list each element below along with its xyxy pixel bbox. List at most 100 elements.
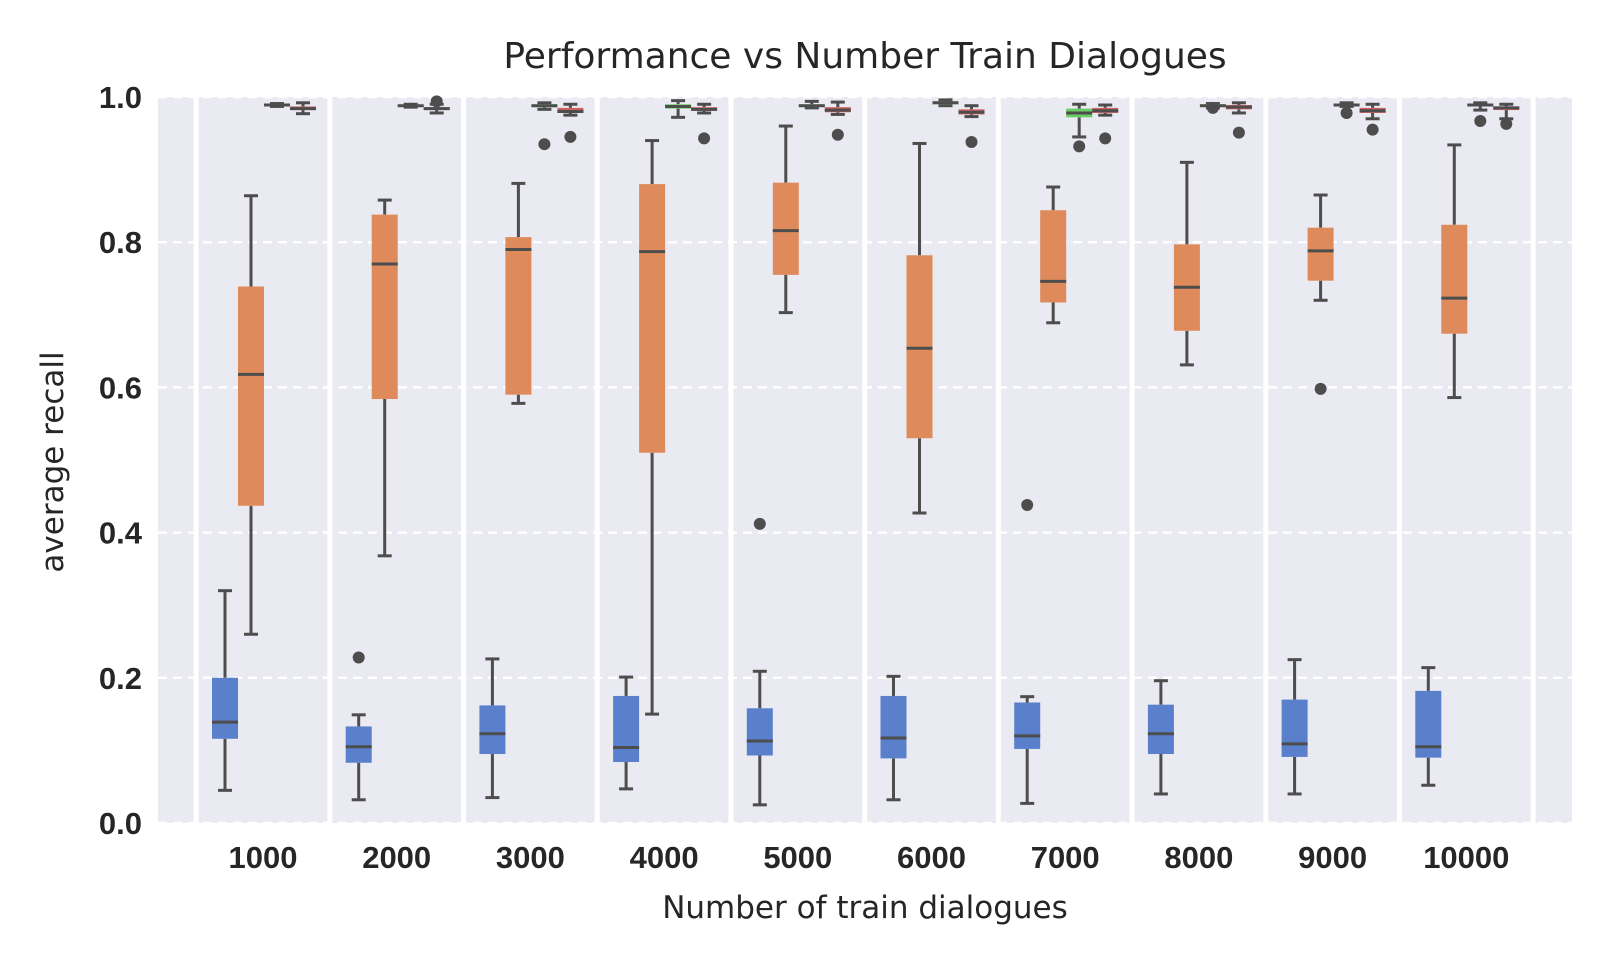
outlier-point [1500, 117, 1513, 130]
x-tick-label: 8000 [1164, 840, 1233, 875]
outlier-point [1021, 499, 1034, 512]
box-series-1 [1147, 679, 1174, 796]
box-group-6000 [880, 98, 985, 802]
outlier-point [1232, 126, 1245, 139]
y-axis-label: average recall [35, 351, 71, 572]
y-tick-label: 0.4 [99, 516, 143, 551]
outlier-point [698, 132, 711, 145]
box-iqr [746, 708, 773, 756]
box-series-3 [1333, 101, 1360, 119]
y-tick-label: 0.8 [99, 225, 142, 260]
box-group-7000 [1014, 102, 1119, 805]
outlier-point [1366, 123, 1379, 136]
box-series-2 [1441, 143, 1468, 400]
x-tick-label: 7000 [1031, 840, 1100, 875]
outlier-point [753, 517, 766, 530]
box-iqr [371, 214, 398, 400]
outlier-point [564, 130, 577, 143]
box-iqr [1147, 704, 1174, 755]
box-group-8000 [1147, 101, 1252, 796]
box-series-2 [1307, 193, 1334, 395]
outlier-point [1314, 382, 1327, 395]
box-iqr [1441, 224, 1468, 334]
x-tick-label: 10000 [1423, 840, 1509, 875]
box-series-1 [345, 651, 372, 802]
box-series-2 [1040, 185, 1067, 325]
outlier-point [1206, 101, 1219, 114]
outlier-point [1474, 114, 1487, 127]
box-series-2 [1173, 160, 1200, 367]
x-tick-label: 1000 [229, 840, 298, 875]
box-series-4 [557, 102, 584, 143]
box-series-1 [1014, 499, 1041, 805]
box-series-3 [397, 102, 424, 109]
box-series-2 [906, 141, 933, 515]
box-series-2 [772, 124, 799, 315]
x-tick-label: 2000 [362, 840, 431, 875]
box-series-3 [1199, 101, 1226, 114]
box-group-4000 [613, 99, 718, 791]
outlier-point [831, 128, 844, 141]
box-series-4 [1493, 102, 1520, 130]
outlier-point [1340, 106, 1353, 119]
box-series-4 [423, 95, 450, 115]
box-series-2 [505, 181, 532, 405]
box-iqr [505, 237, 532, 395]
box-iqr [880, 695, 907, 759]
box-series-3 [1066, 102, 1093, 153]
box-series-3 [665, 99, 692, 119]
box-iqr [772, 182, 799, 275]
x-tick-label: 9000 [1298, 840, 1367, 875]
box-series-1 [479, 657, 506, 800]
box-iqr [639, 184, 666, 453]
box-group-3000 [479, 101, 584, 800]
box-iqr [1040, 210, 1067, 303]
box-iqr [1281, 699, 1308, 757]
box-series-1 [212, 589, 238, 792]
box-group-9000 [1281, 101, 1386, 796]
x-tick-label: 5000 [763, 840, 832, 875]
box-series-4 [1359, 102, 1386, 136]
box-series-2 [639, 139, 666, 716]
box-series-3 [531, 101, 558, 151]
outlier-point [538, 138, 551, 151]
box-series-2 [371, 198, 398, 558]
outlier-point [1099, 132, 1112, 145]
box-iqr [238, 286, 264, 506]
box-series-3 [932, 98, 959, 108]
box-series-3 [1467, 101, 1494, 127]
box-group-5000 [746, 99, 851, 807]
y-tick-label: 0.2 [99, 661, 142, 696]
box-iqr [1014, 702, 1041, 749]
outlier-point [965, 136, 978, 149]
box-series-1 [746, 517, 773, 807]
box-series-1 [1415, 666, 1442, 787]
outlier-point [430, 95, 443, 108]
y-tick-label: 1.0 [99, 80, 142, 115]
x-tick-label: 3000 [496, 840, 565, 875]
box-series-4 [1092, 103, 1119, 145]
box-iqr [1307, 227, 1334, 281]
box-series-1 [613, 675, 640, 791]
box-group-2000 [345, 95, 450, 802]
box-group-1000 [212, 101, 316, 792]
box-series-4 [290, 101, 316, 116]
chart-title: Performance vs Number Train Dialogues [503, 36, 1226, 77]
box-series-4 [691, 102, 718, 145]
box-series-4 [1225, 101, 1252, 139]
box-series-1 [880, 674, 907, 802]
box-series-3 [264, 102, 290, 108]
y-tick-label: 0.0 [99, 806, 142, 841]
x-axis-label: Number of train dialogues [662, 890, 1068, 926]
box-series-3 [798, 99, 825, 110]
box-iqr [613, 695, 640, 763]
box-group-10000 [1415, 101, 1520, 787]
x-tick-label: 4000 [630, 840, 699, 875]
box-iqr [479, 705, 506, 755]
box-series-4 [824, 100, 851, 141]
box-series-1 [1281, 658, 1308, 796]
y-tick-label: 0.6 [99, 370, 142, 405]
x-tick-label: 6000 [897, 840, 966, 875]
outlier-point [1073, 140, 1086, 153]
